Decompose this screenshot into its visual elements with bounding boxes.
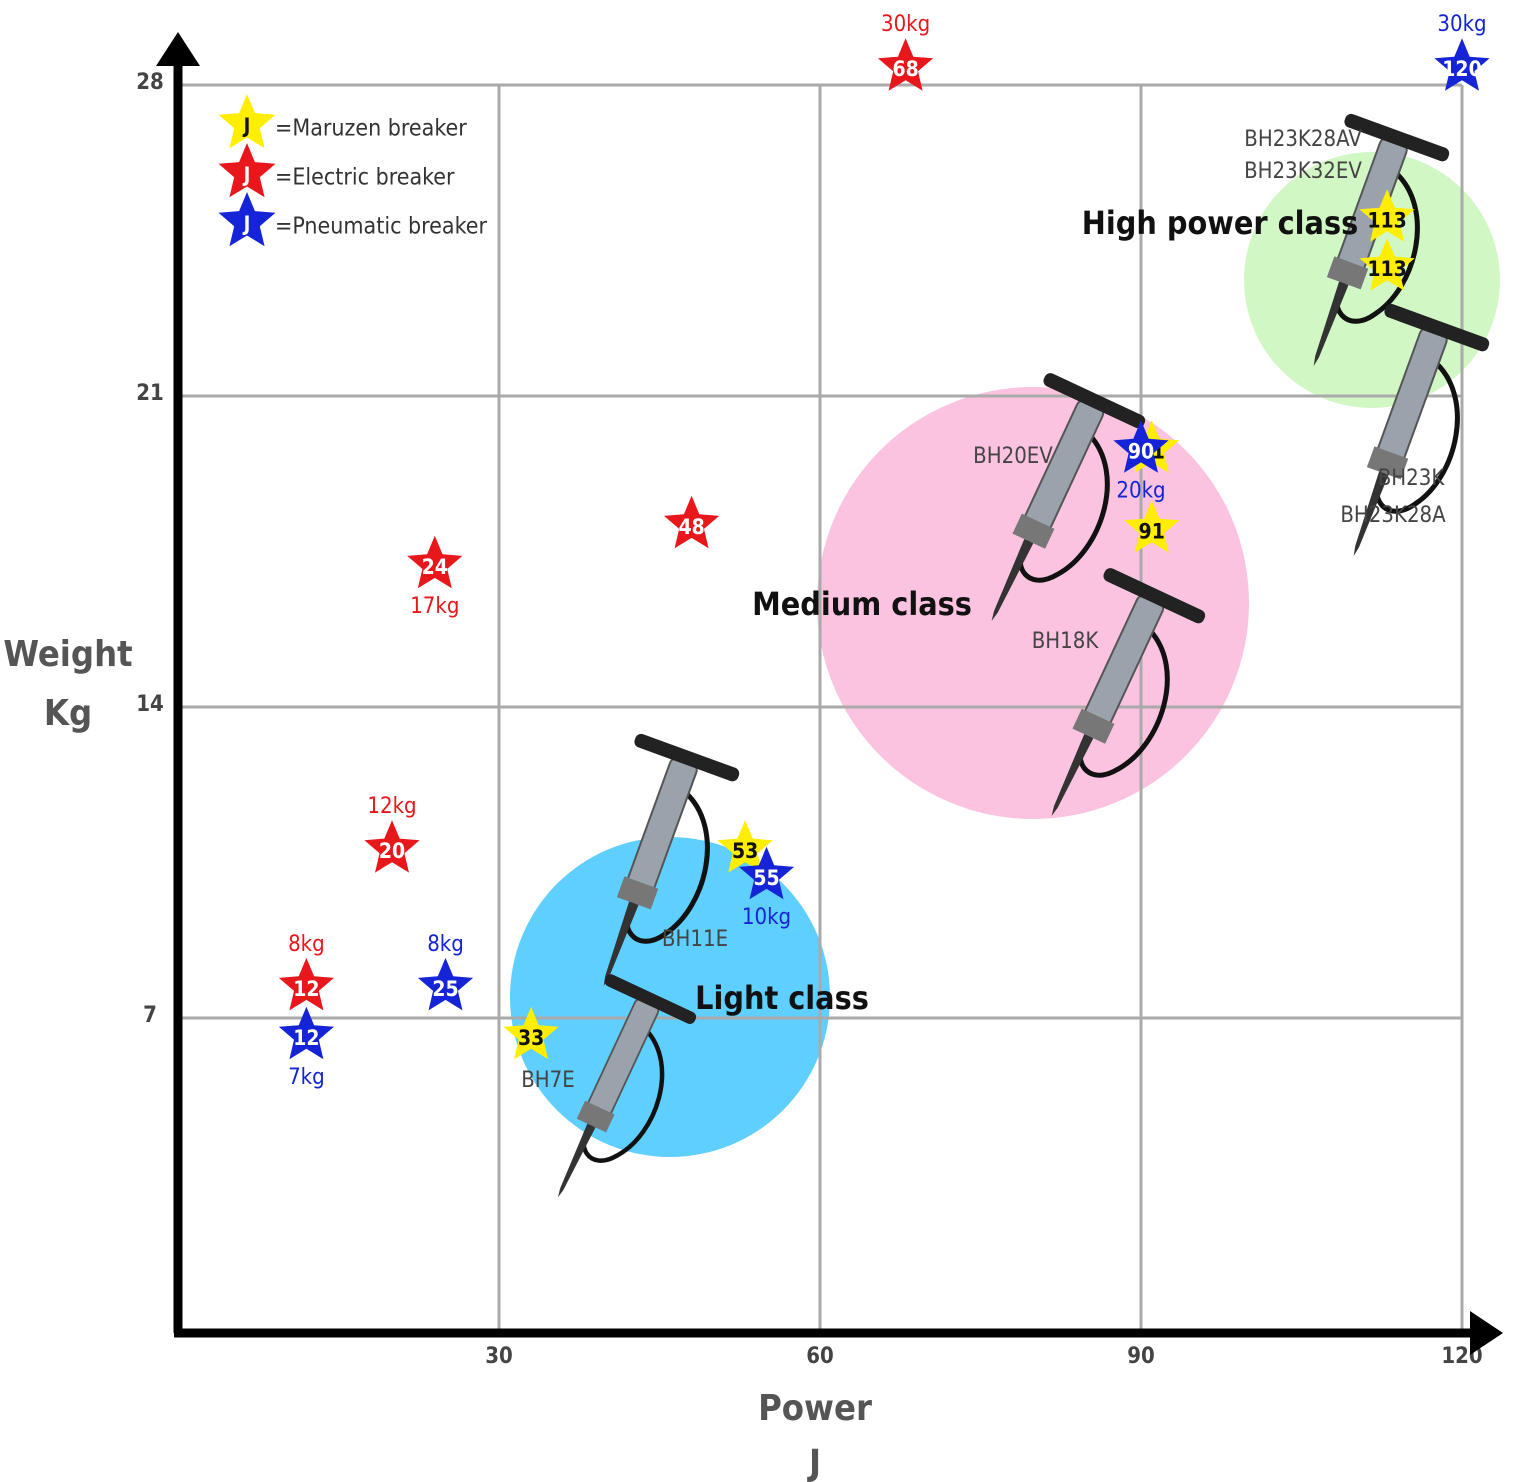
class-label: High power class <box>1082 204 1358 242</box>
point-power-label: 113 <box>1367 208 1406 232</box>
product-label: BH7E <box>521 1068 575 1093</box>
point-power-label: 33 <box>518 1026 544 1050</box>
breaker-collar <box>1326 256 1369 290</box>
breaker-handle <box>634 733 740 782</box>
point-weight-label: 20kg <box>1116 478 1165 503</box>
point-power-label: 113 <box>1367 257 1406 281</box>
star-point <box>503 1006 559 1060</box>
breaker-handle <box>1384 303 1490 352</box>
star-point <box>1113 420 1169 473</box>
breaker-image <box>557 974 697 1198</box>
point-weight-label: 17kg <box>410 594 459 619</box>
y-tick-label: 21 <box>136 381 164 406</box>
point-power-label: 120 <box>1442 57 1481 81</box>
product-label: BH23K28AV <box>1244 127 1362 152</box>
x-tick-label: 60 <box>806 1344 834 1369</box>
point-power-label: 48 <box>678 515 704 539</box>
y-axis-label: Kg <box>44 693 92 734</box>
class-label: Light class <box>695 979 869 1017</box>
breaker-chisel <box>557 1123 596 1198</box>
legend-marker-label: J <box>243 114 251 138</box>
point-power-label: 24 <box>422 555 448 579</box>
legend-marker-label: J <box>243 212 251 236</box>
star-point <box>278 957 334 1011</box>
breaker-collar <box>576 1100 615 1133</box>
breaker-image <box>1051 568 1206 816</box>
product-label: BH20EV <box>973 444 1053 469</box>
breaker-image <box>1313 113 1450 366</box>
breaker-chisel <box>991 539 1034 621</box>
point-power-label: 25 <box>432 977 458 1001</box>
point-power-label: 68 <box>892 57 918 81</box>
breaker-image <box>603 733 740 986</box>
point-power-label: 12 <box>293 1026 319 1050</box>
point-weight-label: 8kg <box>427 932 464 957</box>
point-weight-label: 8kg <box>288 932 325 957</box>
x-tick-label: 90 <box>1127 1344 1155 1369</box>
breaker-chisel <box>1051 734 1094 816</box>
breaker-chisel <box>1313 281 1349 366</box>
breaker-image <box>1353 303 1490 556</box>
x-axis-label: J <box>807 1443 821 1482</box>
point-weight-label: 7kg <box>288 1065 325 1090</box>
star-point <box>738 846 795 900</box>
legend-label: =Maruzen breaker <box>275 116 467 142</box>
star-point <box>664 495 720 549</box>
point-weight-label: 12kg <box>367 794 416 819</box>
breaker-collar <box>1072 708 1115 744</box>
star-point <box>1359 238 1415 291</box>
star-point <box>878 38 934 91</box>
legend-marker <box>218 94 276 149</box>
x-tick-label: 30 <box>485 1344 513 1369</box>
breaker-handle <box>1344 113 1450 162</box>
star-point <box>278 1006 334 1060</box>
product-label: BH23K <box>1378 466 1446 491</box>
product-label: BH23K28A <box>1340 503 1446 528</box>
legend-label: =Pneumatic breaker <box>275 214 487 240</box>
point-power-label: 90 <box>1128 439 1154 463</box>
y-tick-label: 7 <box>143 1003 157 1028</box>
breaker-chisel <box>1353 471 1389 556</box>
point-power-label: 91 <box>1139 519 1165 543</box>
x-axis-label: Power <box>758 1388 872 1429</box>
star-point <box>364 820 420 873</box>
breaker-handle <box>1043 373 1146 429</box>
y-tick-label: 14 <box>136 692 164 717</box>
star-point <box>717 820 773 873</box>
legend-marker <box>218 143 276 198</box>
breaker-collar <box>1012 513 1055 549</box>
class-label: Medium class <box>752 585 972 623</box>
product-label: BH18K <box>1032 629 1100 654</box>
breaker-handle <box>604 974 697 1024</box>
legend-marker <box>218 192 276 247</box>
point-power-label: 55 <box>753 866 779 890</box>
star-point <box>1434 38 1490 91</box>
legend-marker-label: J <box>243 163 251 187</box>
legend-label: =Electric breaker <box>275 165 455 191</box>
point-power-label: 12 <box>293 977 319 1001</box>
point-power-label: 20 <box>379 839 405 863</box>
y-tick-label: 28 <box>136 70 164 95</box>
product-label: BH11E <box>662 927 728 952</box>
star-point <box>1124 500 1180 553</box>
product-label: BH23K32EV <box>1244 159 1362 184</box>
point-weight-label: 10kg <box>742 905 791 930</box>
point-weight-label: 30kg <box>1437 12 1486 37</box>
y-axis-label: Weight <box>3 634 132 675</box>
x-axis-arrow <box>1470 1311 1503 1355</box>
star-point <box>407 535 463 589</box>
breaker-collar <box>1366 446 1409 480</box>
y-axis-arrow <box>156 32 200 66</box>
breaker-image <box>991 373 1146 621</box>
breaker-handle <box>1103 568 1206 624</box>
class-region <box>510 837 830 1157</box>
star-point <box>417 957 474 1011</box>
point-power-label: 53 <box>732 839 758 863</box>
breaker-chisel <box>603 901 639 986</box>
point-weight-label: 30kg <box>881 12 930 37</box>
breaker-collar <box>616 876 659 910</box>
star-point <box>1359 189 1415 242</box>
